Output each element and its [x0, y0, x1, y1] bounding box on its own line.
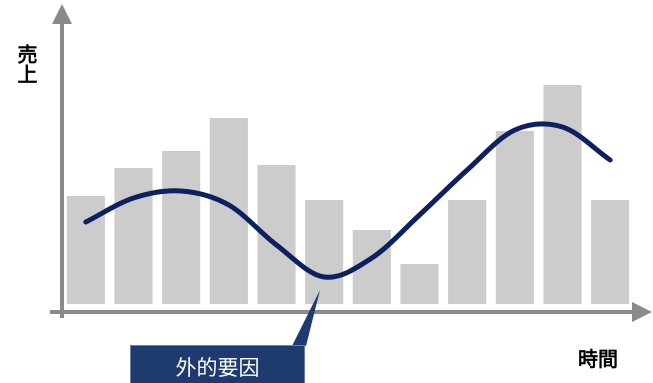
bar — [162, 151, 201, 304]
bar — [114, 168, 153, 304]
bar — [400, 264, 439, 304]
bar — [305, 200, 344, 304]
y-axis-label: 売上 — [14, 44, 38, 84]
bar — [448, 200, 487, 304]
annotation: 外的要因 — [130, 345, 305, 383]
bar — [495, 131, 534, 304]
bar — [209, 118, 248, 304]
line — [83, 121, 613, 280]
bar — [543, 85, 582, 304]
annotation-pointer — [292, 290, 320, 346]
bar — [591, 200, 630, 304]
x-axis-label: 時間 — [578, 347, 618, 371]
